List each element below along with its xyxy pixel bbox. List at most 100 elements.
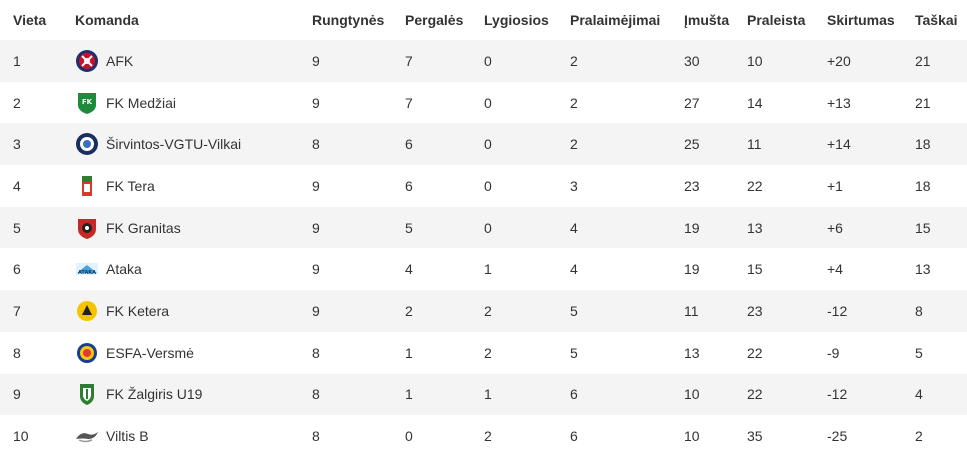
goal-difference-cell: -25 <box>827 428 848 445</box>
goals-for-cell: 19 <box>684 219 700 236</box>
goal-difference-cell: +20 <box>827 52 851 69</box>
position-cell: 6 <box>13 261 21 278</box>
team-name[interactable]: FK Granitas <box>106 219 181 236</box>
table-row: 1 AFK 9 7 0 2 30 10 +20 21 <box>0 40 967 82</box>
played-cell: 8 <box>312 386 320 403</box>
team-cell[interactable]: AFK <box>75 40 133 82</box>
goals-against-cell: 10 <box>747 52 763 69</box>
points-cell: 13 <box>915 261 931 278</box>
header-played[interactable]: Rungtynės <box>312 12 385 28</box>
position-cell: 5 <box>13 219 21 236</box>
team-cell[interactable]: ATAKA Ataka <box>75 248 142 290</box>
drawn-cell: 2 <box>484 302 492 319</box>
header-team[interactable]: Komanda <box>75 12 139 28</box>
goals-against-cell: 23 <box>747 302 763 319</box>
won-cell: 7 <box>405 94 413 111</box>
header-position[interactable]: Vieta <box>13 12 47 28</box>
won-cell: 7 <box>405 52 413 69</box>
team-name[interactable]: FK Medžiai <box>106 94 177 111</box>
points-cell: 15 <box>915 219 931 236</box>
goal-difference-cell: -12 <box>827 386 848 403</box>
played-cell: 9 <box>312 302 320 319</box>
position-cell: 4 <box>13 177 21 194</box>
viltis-crest-icon <box>75 424 99 448</box>
won-cell: 1 <box>405 344 413 361</box>
played-cell: 9 <box>312 261 320 278</box>
header-drawn[interactable]: Lygiosios <box>484 12 549 28</box>
team-name[interactable]: AFK <box>106 52 134 69</box>
goals-for-cell: 11 <box>684 302 699 319</box>
table-row: 8 ESFA-Versmė 8 1 2 5 13 22 -9 5 <box>0 331 967 374</box>
team-name[interactable]: Širvintos-VGTU-Vilkai <box>106 136 242 153</box>
goals-for-cell: 13 <box>684 344 700 361</box>
tera-crest-icon <box>75 174 99 198</box>
points-cell: 2 <box>915 428 923 445</box>
team-cell[interactable]: Širvintos-VGTU-Vilkai <box>75 123 241 165</box>
team-name[interactable]: FK Ketera <box>106 302 170 319</box>
header-goal-difference[interactable]: Skirtumas <box>827 12 895 28</box>
drawn-cell: 0 <box>484 219 492 236</box>
position-cell: 3 <box>13 136 21 153</box>
position-cell: 9 <box>13 386 21 403</box>
table-row: 9 FK Žalgiris U19 8 1 1 6 10 22 -12 4 <box>0 373 967 416</box>
position-cell: 8 <box>13 344 21 361</box>
drawn-cell: 1 <box>484 261 492 278</box>
table-row: 7 FK Ketera 9 2 2 5 11 23 -12 8 <box>0 290 967 332</box>
header-goals-against[interactable]: Praleista <box>747 12 806 28</box>
drawn-cell: 2 <box>484 428 492 445</box>
points-cell: 5 <box>915 344 923 361</box>
team-cell[interactable]: FK Ketera <box>75 290 169 332</box>
team-name[interactable]: FK Žalgiris U19 <box>106 386 203 403</box>
won-cell: 4 <box>405 261 413 278</box>
played-cell: 8 <box>312 344 320 361</box>
played-cell: 9 <box>312 219 320 236</box>
drawn-cell: 0 <box>484 136 492 153</box>
goals-for-cell: 10 <box>684 386 700 403</box>
team-cell[interactable]: ESFA-Versmė <box>75 332 194 374</box>
goals-against-cell: 15 <box>747 261 763 278</box>
team-name[interactable]: Viltis B <box>106 428 149 445</box>
team-name[interactable]: Ataka <box>106 261 142 278</box>
table-row: 5 FK Granitas 9 5 0 4 19 13 +6 15 <box>0 206 967 249</box>
drawn-cell: 2 <box>484 344 492 361</box>
team-cell[interactable]: FK FK Medžiai <box>75 82 176 124</box>
won-cell: 0 <box>405 428 413 445</box>
won-cell: 6 <box>405 136 413 153</box>
played-cell: 8 <box>312 136 320 153</box>
position-cell: 1 <box>13 52 21 69</box>
team-name[interactable]: FK Tera <box>106 177 155 194</box>
lost-cell: 5 <box>570 344 578 361</box>
points-cell: 21 <box>915 94 931 111</box>
won-cell: 6 <box>405 177 413 194</box>
goals-for-cell: 23 <box>684 177 700 194</box>
goals-against-cell: 11 <box>747 136 762 153</box>
lost-cell: 2 <box>570 94 578 111</box>
won-cell: 1 <box>405 386 413 403</box>
header-won[interactable]: Pergalės <box>405 12 464 28</box>
points-cell: 18 <box>915 136 931 153</box>
table-row: 6 ATAKA Ataka 9 4 1 4 19 15 +4 13 <box>0 248 967 291</box>
team-cell[interactable]: FK Tera <box>75 165 155 207</box>
goals-for-cell: 10 <box>684 428 700 445</box>
drawn-cell: 0 <box>484 177 492 194</box>
header-points[interactable]: Taškai <box>915 12 958 28</box>
played-cell: 9 <box>312 94 320 111</box>
goals-for-cell: 30 <box>684 52 700 69</box>
team-cell[interactable]: FK Žalgiris U19 <box>75 374 202 416</box>
goal-difference-cell: +14 <box>827 136 851 153</box>
goal-difference-cell: -12 <box>827 302 848 319</box>
points-cell: 21 <box>915 52 931 69</box>
goals-for-cell: 27 <box>684 94 700 111</box>
lost-cell: 2 <box>570 136 578 153</box>
header-goals-for[interactable]: Įmušta <box>684 12 730 28</box>
team-cell[interactable]: FK Granitas <box>75 207 181 249</box>
played-cell: 9 <box>312 52 320 69</box>
team-name[interactable]: ESFA-Versmė <box>106 344 194 361</box>
team-cell[interactable]: Viltis B <box>75 415 149 457</box>
points-cell: 8 <box>915 302 923 319</box>
vilkai-crest-icon <box>75 132 99 156</box>
goals-against-cell: 35 <box>747 428 763 445</box>
goals-for-cell: 25 <box>684 136 700 153</box>
esfa-versme-crest-icon <box>75 341 99 365</box>
header-lost[interactable]: Pralaimėjimai <box>570 12 661 28</box>
